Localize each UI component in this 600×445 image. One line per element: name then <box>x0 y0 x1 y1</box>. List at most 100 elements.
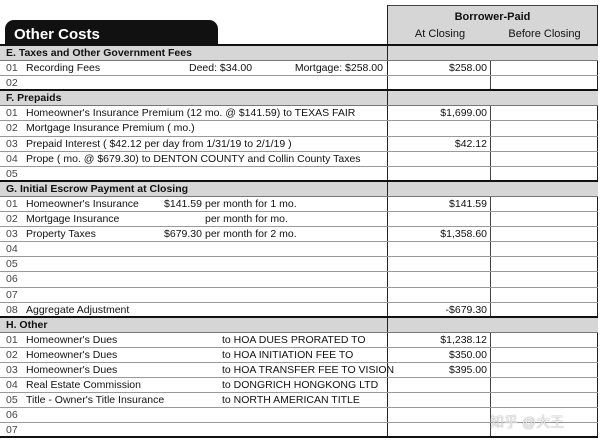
section-title: E. Taxes and Other Government Fees <box>6 47 192 59</box>
at-closing-amount: $395.00 <box>387 362 491 378</box>
at-closing-amount <box>387 408 491 423</box>
line-number: 02 <box>6 213 18 226</box>
line-number: 04 <box>6 243 18 256</box>
table-row: 02 Homeowner's Dues to HOA INITIATION FEE … <box>0 347 598 363</box>
section-header: H. Other <box>0 317 598 333</box>
line-number: 02 <box>6 348 18 361</box>
section-title: F. Prepaids <box>6 92 62 105</box>
at-closing-cell <box>387 317 491 332</box>
item-label: Real Estate Commission <box>26 379 141 392</box>
item-label: Homeowner's Dues <box>26 333 118 346</box>
at-closing-cell <box>387 91 491 106</box>
at-closing-amount <box>387 272 491 287</box>
mortgage-amount: Mortgage: $258.00 <box>294 62 383 75</box>
before-closing-amount <box>491 423 598 437</box>
payee: to DONGRICH HONGKONG LTD <box>222 379 379 392</box>
line-number: 03 <box>6 137 18 150</box>
at-closing-amount: $1,699.00 <box>387 106 491 121</box>
table-row: 08 Aggregate Adjustment -$679.30 <box>0 302 598 318</box>
line-number: 01 <box>6 333 18 346</box>
item-label: Homeowner's Dues <box>26 363 118 376</box>
table-row: 05 <box>0 166 598 182</box>
at-closing-amount <box>387 212 491 227</box>
at-closing-amount: $141.59 <box>387 196 491 212</box>
before-closing-amount <box>491 151 598 166</box>
table-row: 07 <box>0 423 598 439</box>
at-closing-amount <box>387 166 491 180</box>
table-row: 01 Homeowner's Insurance $141.59 per month … <box>0 196 598 213</box>
line-number: 01 <box>6 62 18 75</box>
section-header: G. Initial Escrow Payment at Closing <box>0 181 598 197</box>
section-title: G. Initial Escrow Payment at Closing <box>6 182 189 195</box>
payee: to NORTH AMERICAN TITLE <box>222 394 360 407</box>
before-closing-amount <box>491 61 598 76</box>
costs-table: E. Taxes and Other Government Fees 01 Reco… <box>0 44 598 439</box>
before-closing-amount <box>491 393 598 408</box>
line-number: 04 <box>6 379 18 392</box>
before-closing-amount <box>491 332 598 347</box>
period-text: per month for mo. <box>205 213 288 226</box>
line-number: 01 <box>6 107 18 120</box>
payee: to HOA INITIATION FEE TO <box>222 348 354 361</box>
section-header: F. Prepaids <box>0 91 598 107</box>
before-closing-amount <box>491 408 598 423</box>
before-closing-amount <box>491 378 598 393</box>
line-number: 08 <box>6 303 18 316</box>
before-closing-header: Before Closing <box>508 28 581 40</box>
line-number: 03 <box>6 363 18 376</box>
watermark: 知乎 @大王 <box>490 414 565 430</box>
item-label: Homeowner's Insurance <box>26 197 139 210</box>
line-number: 02 <box>6 122 18 135</box>
at-closing-amount <box>387 151 491 166</box>
line-number: 05 <box>6 167 18 180</box>
table-row: 03 Property Taxes $679.30 per month for 2 m… <box>0 227 598 243</box>
section-title: H. Other <box>6 318 48 331</box>
at-closing-amount <box>387 242 491 257</box>
before-closing-amount <box>491 242 598 257</box>
line-number: 04 <box>6 152 18 165</box>
line-number: 03 <box>6 228 18 241</box>
at-closing-amount <box>387 423 491 437</box>
line-number: 06 <box>6 409 18 422</box>
line-number: 07 <box>6 288 18 301</box>
section-header: E. Taxes and Other Government Fees <box>0 46 598 62</box>
before-closing-amount <box>491 272 598 287</box>
payee: to HOA DUES PRORATED TO <box>222 333 366 346</box>
before-closing-amount <box>491 347 598 362</box>
before-closing-amount <box>491 362 598 378</box>
at-closing-amount <box>387 121 491 136</box>
before-closing-amount <box>491 227 598 242</box>
monthly-rate: $679.30 <box>164 228 202 241</box>
deed-amount: Deed: $34.00 <box>189 62 253 75</box>
table-row: 02 Mortgage Insurance Premium ( mo.) <box>0 121 598 137</box>
at-closing-amount <box>387 257 491 272</box>
at-closing-amount: $1,238.12 <box>387 332 491 347</box>
line-number: 02 <box>6 77 18 90</box>
table-row: 01 Recording Fees Deed: $34.00 Mortgage: $2… <box>0 61 598 77</box>
line-number: 07 <box>6 424 18 437</box>
before-closing-amount <box>491 257 598 272</box>
table-row: 03 Homeowner's Dues to HOA TRANSFER FEE TO… <box>0 362 598 379</box>
table-row: 02 Mortgage Insurance per month for mo. <box>0 212 598 228</box>
before-closing-amount <box>491 287 598 302</box>
at-closing-amount: $1,358.60 <box>387 227 491 242</box>
item-label: Property Taxes <box>26 228 96 241</box>
item-label: Aggregate Adjustment <box>26 303 130 316</box>
item-label: Recording Fees <box>26 62 101 75</box>
table-row: 01 Homeowner's Dues to HOA DUES PRORATED T… <box>0 332 598 348</box>
at-closing-amount <box>387 76 491 90</box>
borrower-paid-label: Borrower-Paid <box>454 11 531 23</box>
item-label: Mortgage Insurance Premium ( mo.) <box>26 122 195 135</box>
table-row: 03 Prepaid Interest ( $42.12 per day from… <box>0 136 598 152</box>
period-text: per month for 1 mo. <box>205 197 297 210</box>
item-label: Prepaid Interest ( $42.12 per day from 1… <box>26 137 292 150</box>
table-row: 05 <box>0 257 598 273</box>
table-row: 05 Title - Owner's Title Insurance to NORT… <box>0 393 598 409</box>
at-closing-amount <box>387 393 491 408</box>
before-closing-amount <box>491 196 598 212</box>
before-closing-amount <box>491 121 598 136</box>
item-label: Homeowner's Insurance Premium (12 mo. @ … <box>26 107 356 120</box>
line-number: 05 <box>6 394 18 407</box>
item-label: Prope ( mo. @ $679.30) to DENTON COUNTY … <box>26 152 361 165</box>
